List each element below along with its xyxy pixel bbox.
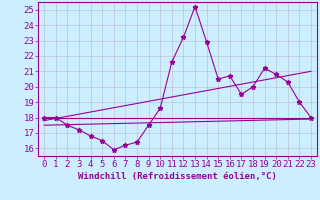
X-axis label: Windchill (Refroidissement éolien,°C): Windchill (Refroidissement éolien,°C) xyxy=(78,172,277,181)
